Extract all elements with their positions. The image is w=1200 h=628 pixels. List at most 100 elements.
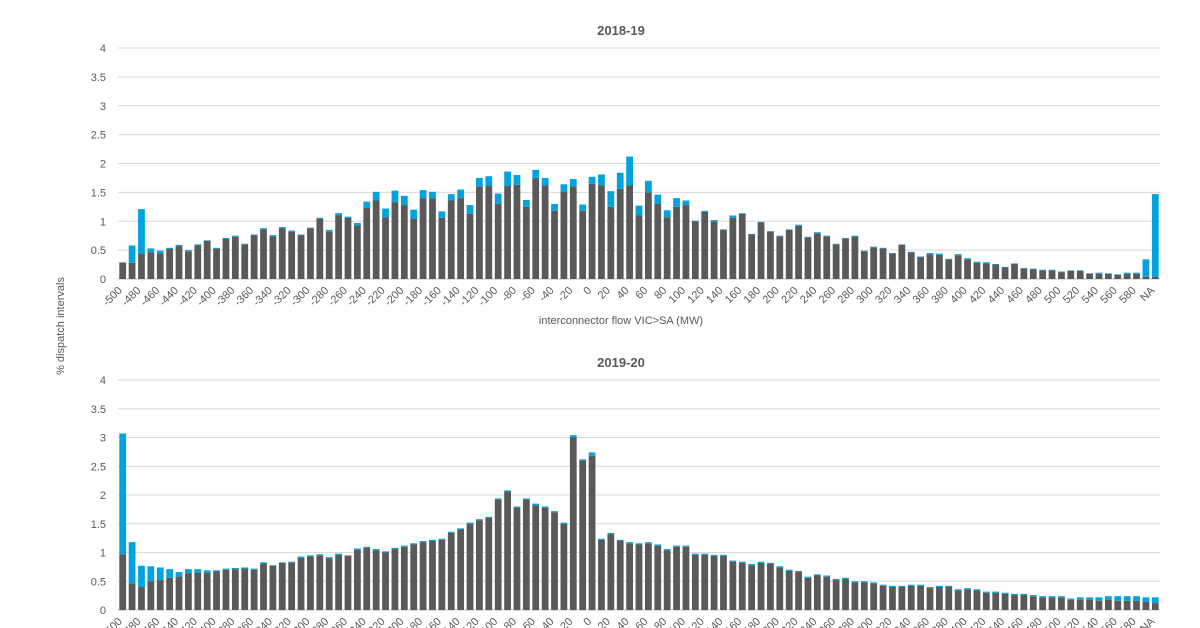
bar-segment-base [156,253,164,279]
bar-segment-base [138,253,145,279]
x-tick-label: 220 [779,285,800,306]
bar-segment-base [316,555,324,611]
x-tick-label: 500 [1042,616,1063,628]
bar-segment-base [1133,600,1140,610]
bar-segment-base [616,188,624,279]
chart-2019-20: 2019-20 00.511.522.533.54 -500-480-460-4… [91,355,1160,628]
bar-segment-base [973,262,981,279]
bar-segment-base [166,577,174,610]
bar-segment-base [795,225,802,279]
bar-segment-base [522,499,530,610]
bar-segment-top [682,545,690,547]
bar-segment-top [316,554,324,556]
bar-segment-base [860,582,868,610]
bar-segment-base [635,544,643,610]
bar-segment-top [1151,597,1159,604]
bar-segment-base [795,572,802,610]
bar-segment-top [945,585,953,587]
bar-segment-top [569,435,577,438]
bar-segment-base [288,231,296,279]
bar-segment-base [447,532,455,610]
bar-segment-base [1001,593,1009,610]
bar-segment-base [954,255,962,279]
bar-segment-base [175,246,183,279]
bar-segment-top [982,591,990,593]
bar-segment-base [1029,596,1037,610]
bar-segment-base [1011,263,1018,279]
bar-segment-top [936,585,943,587]
bar-segment-top [748,233,756,235]
x-tick-label: -280 [307,285,331,309]
bar-segment-base [288,562,296,610]
x-tick-label: -180 [401,616,425,628]
bar-segment-top [316,217,324,219]
x-tick-label: -160 [420,616,444,628]
bar-segment-top [626,542,633,544]
bar-segment-base [673,546,680,610]
bar-segment-top [410,209,418,219]
bar-segment-top [588,176,596,184]
x-tick-label: 340 [892,285,913,306]
x-tick-label: -240 [345,616,369,628]
bar-segment-base [410,544,418,610]
bar-segment-base [1151,603,1159,610]
bar-segment-base [823,236,831,279]
bar-segment-base [400,205,408,279]
bar-segment-base [982,263,990,279]
bar-segment-base [194,245,202,279]
bar-segment-base [1029,269,1037,279]
bar-segment-top [842,577,849,579]
bar-segment-base [832,244,840,279]
bar-segment-top [1142,259,1150,277]
bar-segment-base [1104,599,1112,610]
bar-segment-base [1114,274,1122,279]
y-tick-label: 1 [100,548,106,560]
bar-segment-top [663,549,671,551]
bar-segment-base [119,554,127,610]
bar-segment-top [1095,272,1103,274]
bar-segment-top [522,199,530,207]
bar-segment-top [354,222,361,226]
y-tick-label: 3.5 [91,72,106,84]
bar-segment-base [363,547,371,610]
bar-segment-top [372,549,380,551]
bar-segment-top [898,244,906,245]
bar-segment-top [945,258,953,260]
bar-segment-top [757,561,765,563]
x-tick-label: -60 [518,285,538,305]
y-tick-label: 4 [100,43,106,55]
bar-segment-base [879,585,887,610]
bar-segment-base [1114,600,1122,610]
bar-segment-base [654,203,662,279]
bar-segment-top [128,245,136,263]
bar-segment-top [738,213,746,214]
bar-segment-top [720,554,727,556]
bar-segment-base [1039,270,1047,279]
bar-segment-base [372,200,380,279]
bar-segment-base [851,236,859,279]
bar-segment-top [185,250,192,252]
bar-segment-top [203,570,211,573]
x-tick-label: -300 [288,616,312,628]
bar-segment-base [560,523,568,610]
bar-segment-top [429,539,436,541]
x-tick-label: -420 [176,285,200,309]
bar-segment-base [889,253,896,279]
bar-segment-top [494,193,502,204]
bar-segment-top [250,568,258,570]
y-tick-label: 0 [100,274,106,286]
bar-segment-top [1048,269,1056,271]
x-tick-label: 120 [685,616,706,628]
bar-segment-base [325,231,333,279]
bar-segment-base [654,545,662,610]
bar-segment-base [1086,273,1093,279]
x-tick-label: 240 [798,285,819,306]
bar-segment-base [297,557,305,610]
bar-segment-base [231,569,239,610]
bar-segment-base [504,186,511,279]
bar-segment-top [1058,271,1065,273]
x-tick-label: 260 [817,616,838,628]
bar-segment-base [476,520,483,610]
bar-segment-base [325,558,333,610]
